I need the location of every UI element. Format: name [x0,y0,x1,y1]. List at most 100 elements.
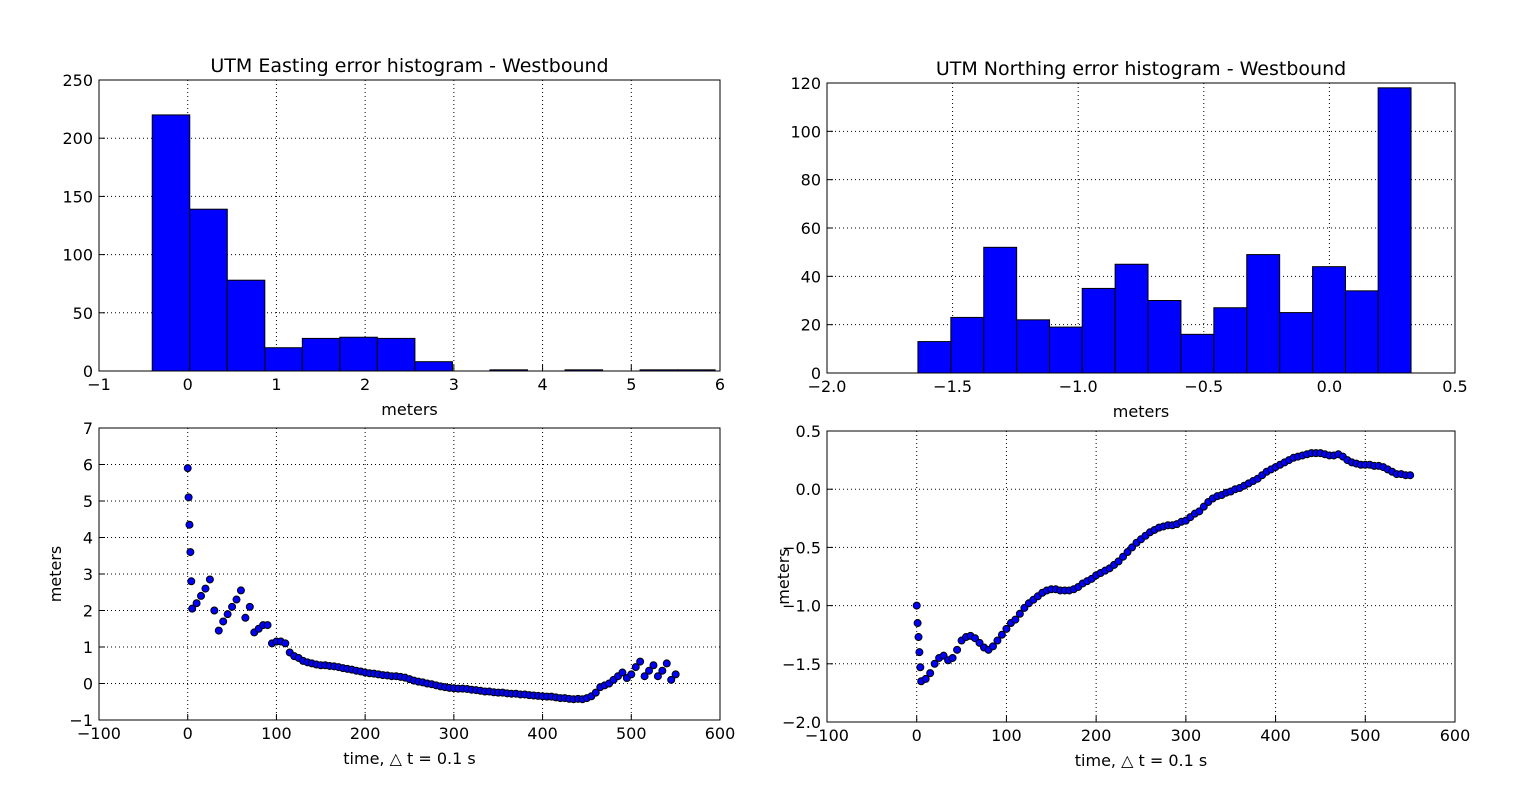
y-tick-label: 2 [83,602,93,621]
x-tick-label: 0.0 [1317,377,1342,396]
x-tick-label: 200 [1081,726,1112,745]
point [228,602,237,611]
point [662,659,671,668]
y-tick-label: 40 [801,267,821,286]
bar [339,336,378,372]
bar [1279,312,1314,374]
point [183,464,192,473]
x-tick-label: 3 [449,375,459,394]
bar [950,316,985,374]
point [1002,624,1011,633]
x-tick-label: 500 [1350,726,1381,745]
y-tick-label: 0 [83,362,93,381]
x-tick-label: 0 [183,724,193,743]
bar [1147,300,1182,374]
point [197,591,206,600]
point [214,626,223,635]
point [263,621,272,630]
x-tick-label: 300 [439,724,470,743]
x-tick-label: −0.5 [1184,377,1223,396]
y-tick-label: −1 [69,711,93,730]
x-tick-label: 500 [616,724,647,743]
axes-frame [826,430,1456,723]
point [1011,615,1020,624]
bar [1016,319,1051,374]
x-tick-label: 300 [1171,726,1202,745]
x-axis-label: time, △ t = 0.1 s [343,749,475,768]
y-tick-label: 0.0 [796,480,821,499]
point [631,663,640,672]
bar [264,347,303,372]
x-tick-label: −100 [805,726,849,745]
x-tick-label: 0.5 [1442,377,1467,396]
x-tick-label: 0 [912,726,922,745]
point [281,639,290,648]
x-tick-label: 4 [537,375,547,394]
point [912,601,921,610]
x-tick-label: 400 [1260,726,1291,745]
point [649,661,658,670]
subplot: −100 0 100 200 300 400 500 600 −1 0 1 2 3 4 5 6 7 time, △… [46,419,735,768]
x-tick-label: 100 [261,724,292,743]
point [210,606,219,615]
y-tick-label: 200 [62,129,93,148]
x-tick-label: 6 [715,375,725,394]
x-tick-label: 200 [350,724,381,743]
point [921,674,930,683]
y-axis-label: meters [774,548,793,604]
y-tick-label: −2.0 [782,713,821,732]
bar [301,337,341,372]
point [636,657,645,666]
point [186,548,195,557]
y-tick-label: −0.5 [782,538,821,557]
point [988,642,997,651]
axes-frame [826,82,1456,374]
point [948,653,957,662]
point [241,613,250,622]
bar [1180,333,1215,374]
point [667,675,676,684]
point [188,604,197,613]
point [916,663,925,672]
bar [151,114,191,372]
y-tick-label: 0 [83,675,93,694]
axes-frame [98,427,721,721]
x-tick-label: −1 [87,375,111,394]
y-tick-label: 100 [790,122,821,141]
point [187,577,196,586]
x-tick-label: 400 [527,724,558,743]
y-axis-label: meters [46,546,65,602]
point [245,602,254,611]
point [653,672,662,681]
point [658,666,667,675]
bar [414,361,453,372]
point [618,668,627,677]
chart-title: UTM Northing error histogram - Westbound [936,58,1346,80]
point [1015,609,1024,618]
bar [1213,307,1248,374]
bar [1377,87,1412,374]
point [930,659,939,668]
point [913,619,922,628]
x-tick-label: 600 [1440,726,1471,745]
point [232,595,241,604]
y-tick-label: 6 [83,456,93,475]
point [184,493,193,502]
point [627,670,636,679]
point [591,688,600,697]
y-tick-label: 50 [73,304,93,323]
point [993,636,1002,645]
y-tick-label: 150 [62,187,93,206]
y-tick-label: −1.0 [782,597,821,616]
point [997,630,1006,639]
subplot: −100 0 100 200 300 400 500 600 −2.0 −1.5 −1.0 −0.5 0… [774,422,1470,770]
bar [1312,266,1346,374]
bar [1246,254,1281,374]
y-tick-label: 0.5 [796,422,821,441]
bar [1344,290,1379,374]
bar [917,341,952,374]
bar [226,279,266,372]
point [915,648,924,657]
